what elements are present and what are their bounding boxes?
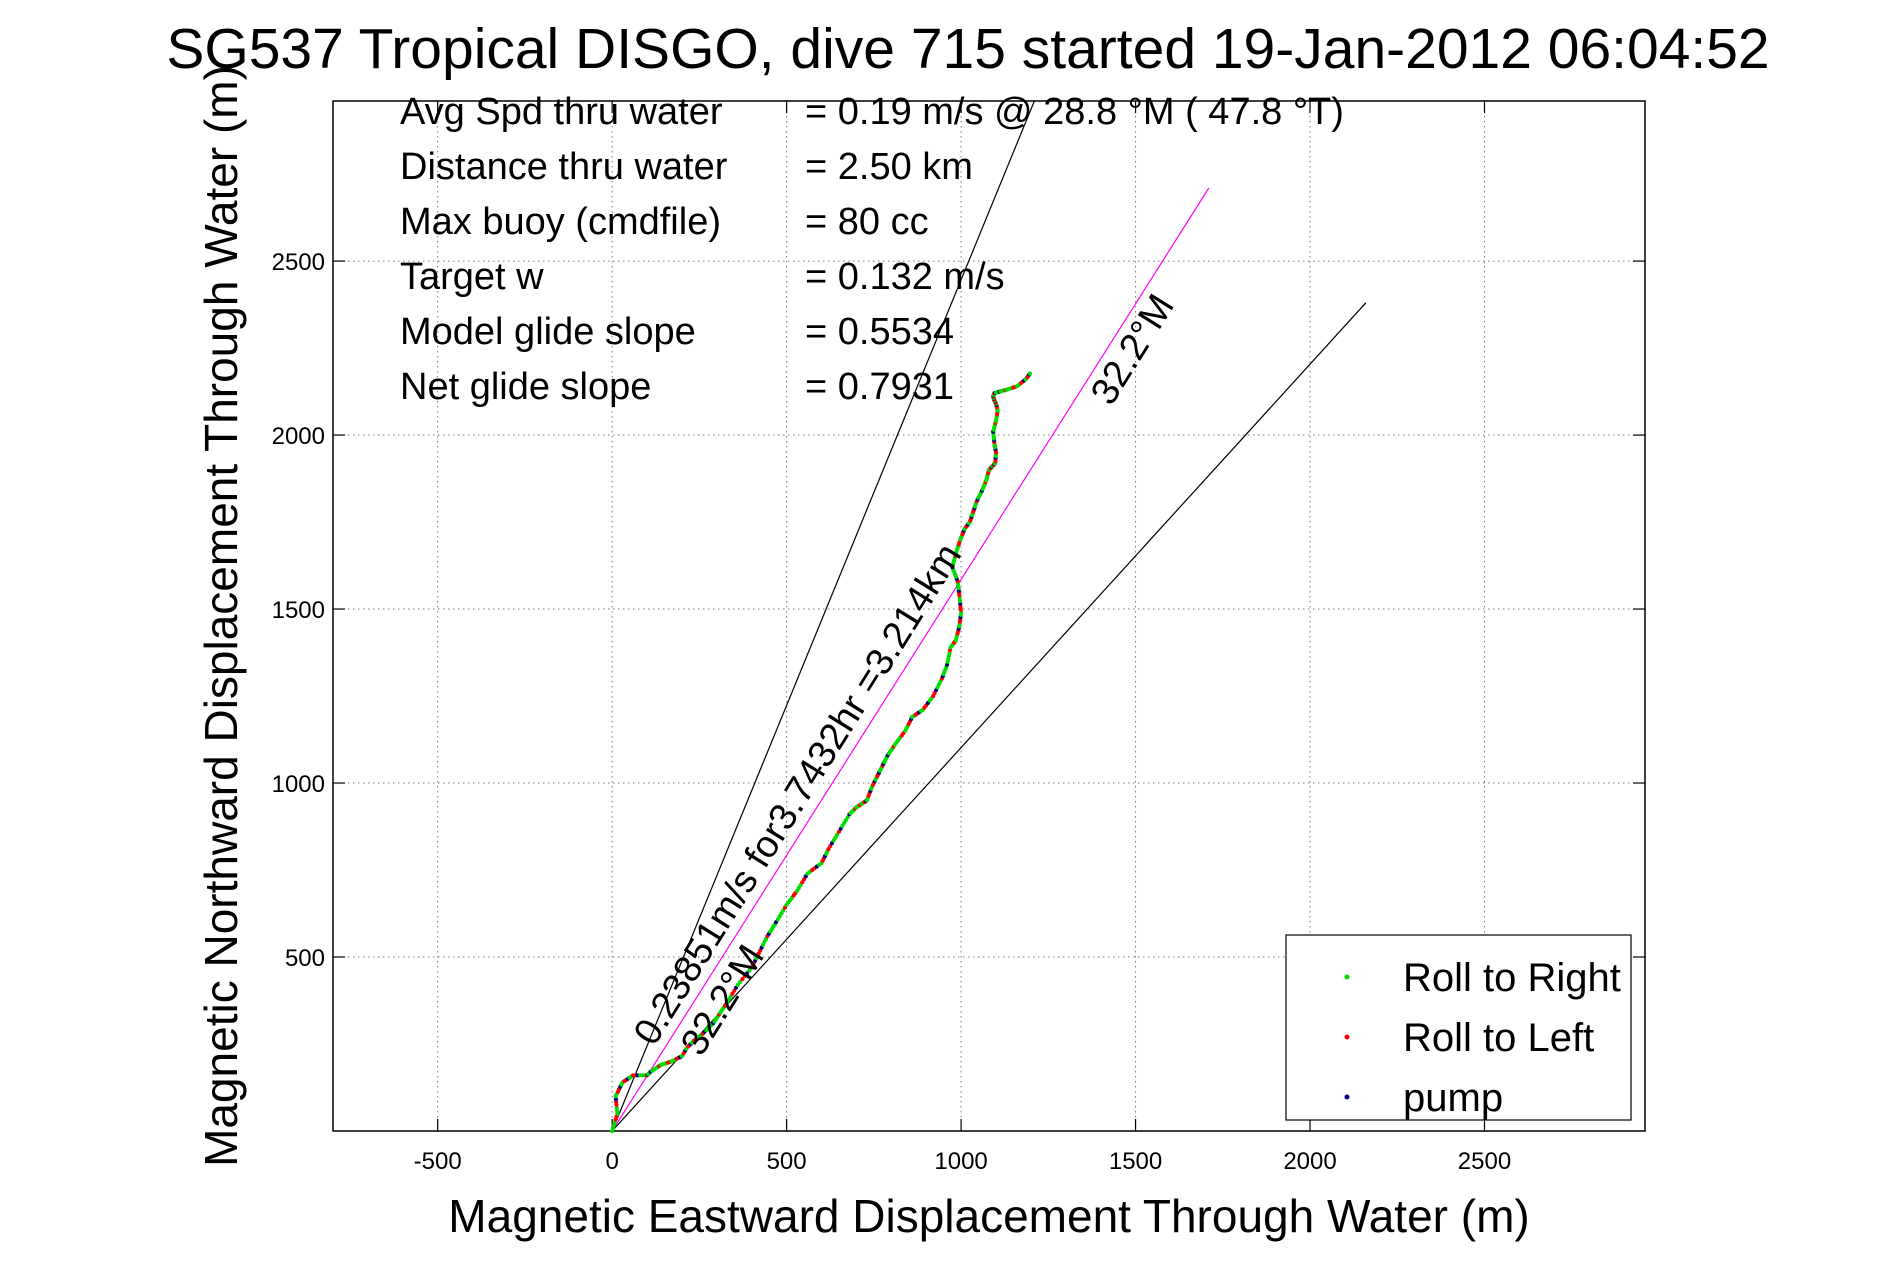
y-tick-labels: 500 1000 1500 2000 2500 [272, 249, 325, 972]
stats-block: Avg Spd thru water = 0.19 m/s @ 28.8 °M (… [400, 91, 1344, 408]
stat-value: = 80 cc [805, 201, 929, 243]
track-series [610, 371, 1033, 1134]
y-tick-label: 2500 [272, 249, 325, 276]
point-roll-to-left [742, 974, 747, 979]
point-roll-to-right [738, 979, 743, 985]
reference-line [611, 187, 1210, 1132]
y-tick-label: 1000 [272, 771, 325, 798]
x-tick-label: 2000 [1283, 1148, 1336, 1175]
chart-title: SG537 Tropical DISGO, dive 715 started 1… [166, 17, 1769, 81]
legend-marker [1344, 974, 1350, 980]
reference-line [611, 100, 1035, 1132]
stat-label: Avg Spd thru water [400, 91, 723, 133]
x-tick-label: 2500 [1458, 1148, 1511, 1175]
x-tick-label: 0 [605, 1148, 618, 1175]
stat-value: = 0.7931 [805, 366, 954, 408]
legend: Roll to Right Roll to Left pump [1285, 934, 1632, 1121]
y-tick-label: 2000 [272, 423, 325, 450]
stat-value: = 2.50 km [805, 146, 973, 188]
point-roll-to-left [740, 977, 745, 982]
legend-box [1285, 934, 1632, 1121]
legend-label: Roll to Right [1403, 956, 1621, 1000]
stat-label: Model glide slope [400, 311, 696, 353]
y-tick-label: 1500 [272, 597, 325, 624]
stat-value: = 0.5534 [805, 311, 954, 353]
point-roll-to-right [1027, 371, 1033, 376]
legend-label: pump [1403, 1076, 1503, 1120]
stat-label: Net glide slope [400, 366, 651, 408]
x-tick-label: -500 [414, 1148, 462, 1175]
x-tick-label: 1500 [1109, 1148, 1162, 1175]
point-pump [745, 971, 750, 976]
stat-value: = 0.19 m/s @ 28.8 °M ( 47.8 °T) [805, 91, 1344, 133]
stat-value: = 0.132 m/s [805, 256, 1005, 298]
y-tick-label: 500 [285, 945, 325, 972]
tick-marks [333, 101, 1645, 1131]
legend-label: Roll to Left [1403, 1016, 1594, 1060]
legend-marker [1344, 1034, 1350, 1040]
point-roll-to-right [735, 982, 740, 988]
y-axis-title: Magnetic Northward Displacement Through … [195, 65, 247, 1167]
reference-line [611, 302, 1367, 1132]
stat-label: Distance thru water [400, 146, 728, 188]
x-axis-title: Magnetic Eastward Displacement Through W… [448, 1190, 1529, 1242]
legend-items: Roll to Right Roll to Left pump [1344, 956, 1621, 1120]
point-roll-to-right [747, 968, 752, 973]
stat-label: Target w [400, 256, 544, 298]
x-tick-label: 1000 [934, 1148, 987, 1175]
x-tick-labels: -500 0 500 1000 1500 2000 2500 [414, 1148, 1512, 1175]
stat-label: Max buoy (cmdfile) [400, 201, 721, 243]
legend-marker [1344, 1094, 1350, 1100]
x-tick-label: 500 [767, 1148, 807, 1175]
plot-frame [332, 100, 1646, 1132]
reference-lines [611, 100, 1367, 1132]
